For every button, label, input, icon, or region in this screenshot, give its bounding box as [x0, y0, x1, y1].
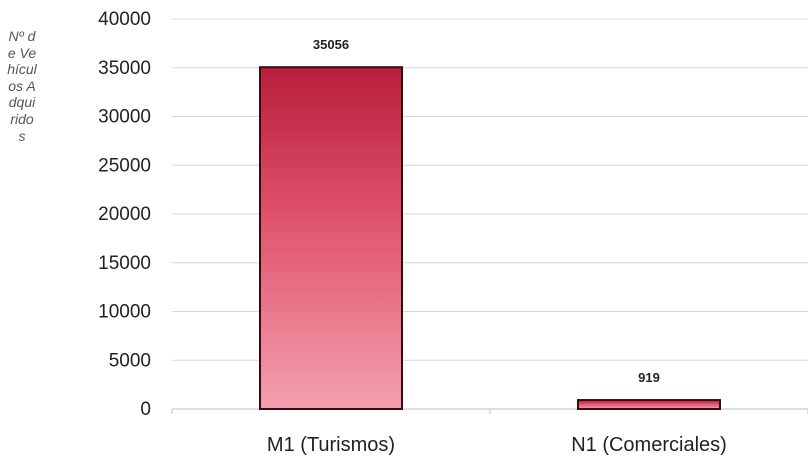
bar-0 — [259, 66, 403, 410]
y-tick-label: 5000 — [109, 350, 151, 371]
x-axis-tick-labels: M1 (Turismos) N1 (Comerciales) — [267, 434, 727, 456]
x-tick-label: N1 (Comerciales) — [571, 434, 727, 456]
y-axis-title-wrap: Nº de Vehículos Adquiridos — [4, 28, 40, 146]
bars — [259, 66, 721, 411]
x-tick-label: M1 (Turismos) — [267, 434, 395, 456]
data-labels: 35056 919 — [313, 37, 660, 385]
y-tick-label: 35000 — [98, 58, 151, 79]
y-tick-label: 25000 — [98, 155, 151, 176]
y-axis-title: Nº de Vehículos Adquiridos — [7, 28, 37, 144]
y-tick-label: 10000 — [98, 302, 151, 323]
y-tick-label: 15000 — [98, 253, 151, 274]
y-tick-label: 0 — [140, 399, 151, 420]
bar-1 — [577, 399, 721, 411]
data-label: 35056 — [313, 37, 349, 52]
y-tick-label: 20000 — [98, 204, 151, 225]
y-axis-tick-labels: 0 5000 10000 15000 20000 25000 30000 35000 40000 — [98, 9, 151, 420]
data-label: 919 — [638, 370, 660, 385]
y-tick-label: 30000 — [98, 107, 151, 128]
y-tick-label: 40000 — [98, 9, 151, 30]
